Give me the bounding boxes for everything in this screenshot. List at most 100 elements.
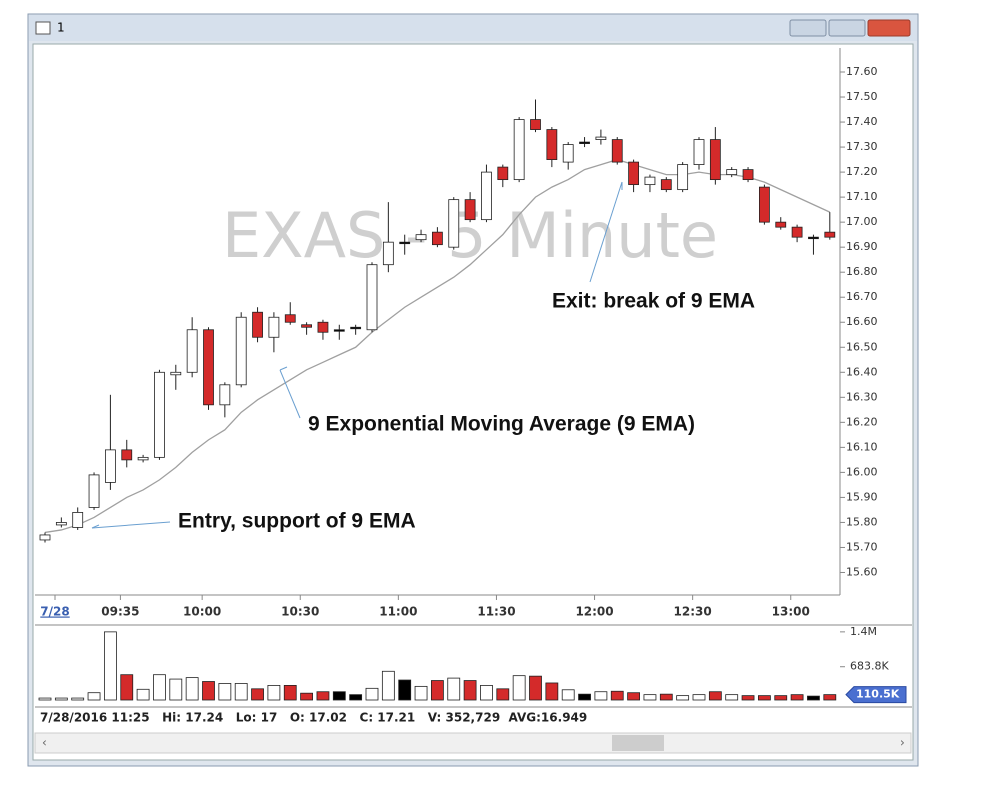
candle-body [333, 329, 345, 332]
candle-body [742, 169, 754, 181]
y-tick-label: 17.30 [846, 140, 878, 153]
candle-body [595, 136, 607, 140]
candle-body [219, 384, 231, 406]
annotation: Entry, support of 9 EMA [178, 510, 416, 533]
candle-body [203, 329, 214, 406]
volume-bar [218, 683, 232, 701]
arrow-head [91, 524, 100, 529]
scrollbar[interactable] [34, 732, 912, 754]
volume-bar [708, 691, 722, 701]
volume-bar [643, 694, 657, 701]
volume-bar [463, 680, 477, 701]
x-tick-label: 13:00 [772, 605, 810, 619]
volume-bar [267, 685, 281, 701]
volume-bar [283, 685, 297, 701]
annotation-arrow [279, 369, 301, 419]
y-tick-label: 15.60 [846, 565, 878, 578]
volume-bar [561, 689, 575, 701]
annotation: 9 Exponential Moving Average (9 EMA) [308, 413, 695, 436]
y-tick-label: 16.10 [846, 440, 878, 453]
volume-bar [153, 674, 166, 701]
volume-bar [365, 687, 379, 701]
y-tick-label: 16.90 [846, 240, 878, 253]
volume-bar [823, 694, 837, 701]
x-tick-label: 10:30 [281, 605, 319, 619]
candle-body [546, 129, 558, 160]
title-bar [29, 15, 917, 41]
volume-bar [430, 680, 444, 701]
candle-body [415, 234, 427, 241]
candle-body [399, 241, 411, 245]
candle-body [235, 316, 247, 386]
candle-body [709, 139, 721, 181]
candle-body [530, 119, 541, 130]
ema-line [44, 158, 831, 534]
candle-body [105, 449, 116, 483]
y-tick-label: 16.60 [846, 315, 878, 328]
volume-bar [87, 692, 101, 701]
volume-bar [251, 688, 264, 701]
volume-bar [807, 695, 820, 701]
y-tick-label: 16.50 [846, 340, 878, 353]
candle-body [481, 171, 492, 221]
y-tick-label: 17.10 [846, 190, 878, 203]
close-button[interactable] [867, 19, 911, 37]
y-tick-label: 16.30 [846, 390, 878, 403]
volume-bar [725, 694, 739, 701]
candle-body [791, 226, 803, 238]
y-tick-label: 16.80 [846, 265, 878, 278]
volume-bar [512, 675, 526, 701]
candle-body [579, 141, 590, 144]
candle-body [611, 139, 623, 163]
volume-bar [202, 681, 215, 701]
candle-body [252, 311, 263, 338]
candle-body [301, 324, 313, 328]
y-tick-label: 16.00 [846, 465, 878, 478]
y-tick-label: 17.00 [846, 215, 878, 228]
candle-body [775, 221, 787, 228]
candle-body [366, 264, 378, 331]
y-tick-label: 17.40 [846, 115, 878, 128]
x-tick-label: 7/28 [40, 605, 69, 619]
candle-body [186, 329, 198, 373]
y-tick-label: 16.70 [846, 290, 878, 303]
volume-bar [692, 694, 706, 701]
candle-body [497, 166, 509, 181]
minimize-button[interactable] [789, 19, 827, 37]
volume-bar [332, 691, 346, 701]
maximize-button[interactable] [828, 19, 866, 37]
scroll-thumb[interactable] [612, 735, 664, 751]
volume-bar [136, 688, 150, 701]
scroll-left[interactable]: ‹ [42, 736, 47, 750]
volume-bar [54, 697, 68, 701]
scroll-right[interactable]: › [900, 736, 905, 750]
y-tick-label: 15.70 [846, 540, 878, 553]
status-line: 7/28/2016 11:25 Hi: 17.24 Lo: 17 O: 17.0… [40, 711, 587, 725]
window-title: 1 [57, 21, 65, 35]
chart-area [32, 43, 914, 761]
x-tick-label: 12:30 [674, 605, 712, 619]
candle-body [382, 241, 394, 266]
volume-bar [185, 677, 199, 701]
arrow-head [279, 366, 288, 371]
volume-bar [774, 695, 788, 701]
volume-bar [627, 692, 640, 701]
volume-bar [300, 692, 314, 701]
volume-bar [234, 683, 248, 701]
current-label: 110.5K [856, 688, 900, 701]
volume-bar [545, 682, 559, 701]
candle-body [693, 139, 705, 165]
candle-body [137, 456, 149, 461]
volume-bar [659, 693, 673, 701]
volume-bar [594, 691, 608, 701]
candle-body [644, 176, 656, 186]
annotation-arrow [91, 521, 171, 529]
volume-bar [741, 695, 755, 701]
candle-body [121, 449, 133, 461]
y-tick-label: 17.60 [846, 65, 878, 78]
volume-bar [398, 679, 412, 701]
candle-body [660, 179, 672, 191]
y-tick-label: 17.50 [846, 90, 878, 103]
candle-body [448, 199, 460, 248]
candle-body [562, 144, 574, 163]
